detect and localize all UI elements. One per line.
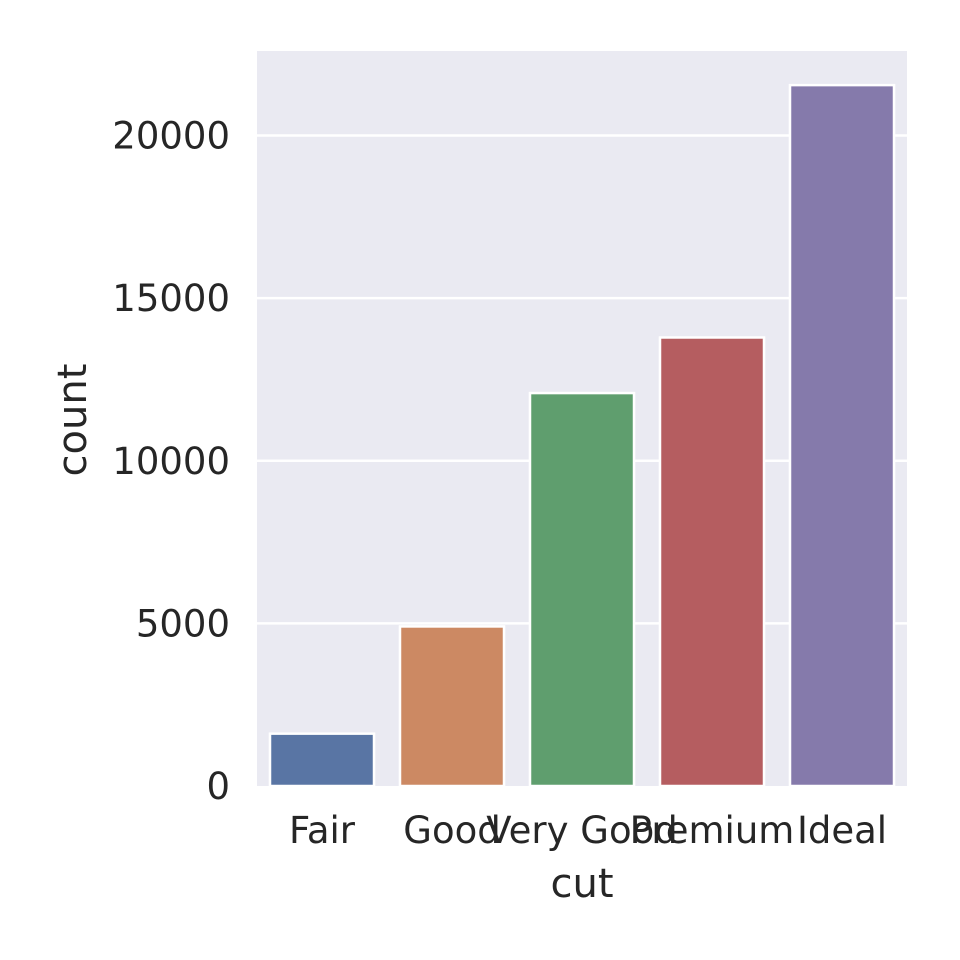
y-axis-label: count — [50, 364, 96, 477]
x-tick-label: Very Good — [486, 809, 678, 852]
y-tick-label: 0 — [206, 765, 230, 808]
y-tick-label: 15000 — [112, 277, 230, 320]
bar-fair — [268, 732, 376, 788]
y-tick-label: 20000 — [112, 115, 230, 158]
y-tick-labels: 0 5000 10000 15000 20000 — [112, 115, 230, 808]
x-tick-label: Fair — [289, 809, 356, 852]
y-tick-label: 5000 — [136, 602, 230, 645]
bar-good — [398, 625, 506, 788]
bar-ideal — [788, 83, 896, 788]
x-tick-label: Good — [403, 809, 500, 852]
bar-premium — [658, 336, 766, 788]
bar-very-good — [528, 391, 636, 788]
x-axis-label: cut — [550, 861, 613, 907]
x-tick-label: Ideal — [797, 809, 887, 852]
y-tick-label: 10000 — [112, 440, 230, 483]
bars — [268, 83, 896, 788]
x-tick-label: Premium — [630, 809, 795, 852]
